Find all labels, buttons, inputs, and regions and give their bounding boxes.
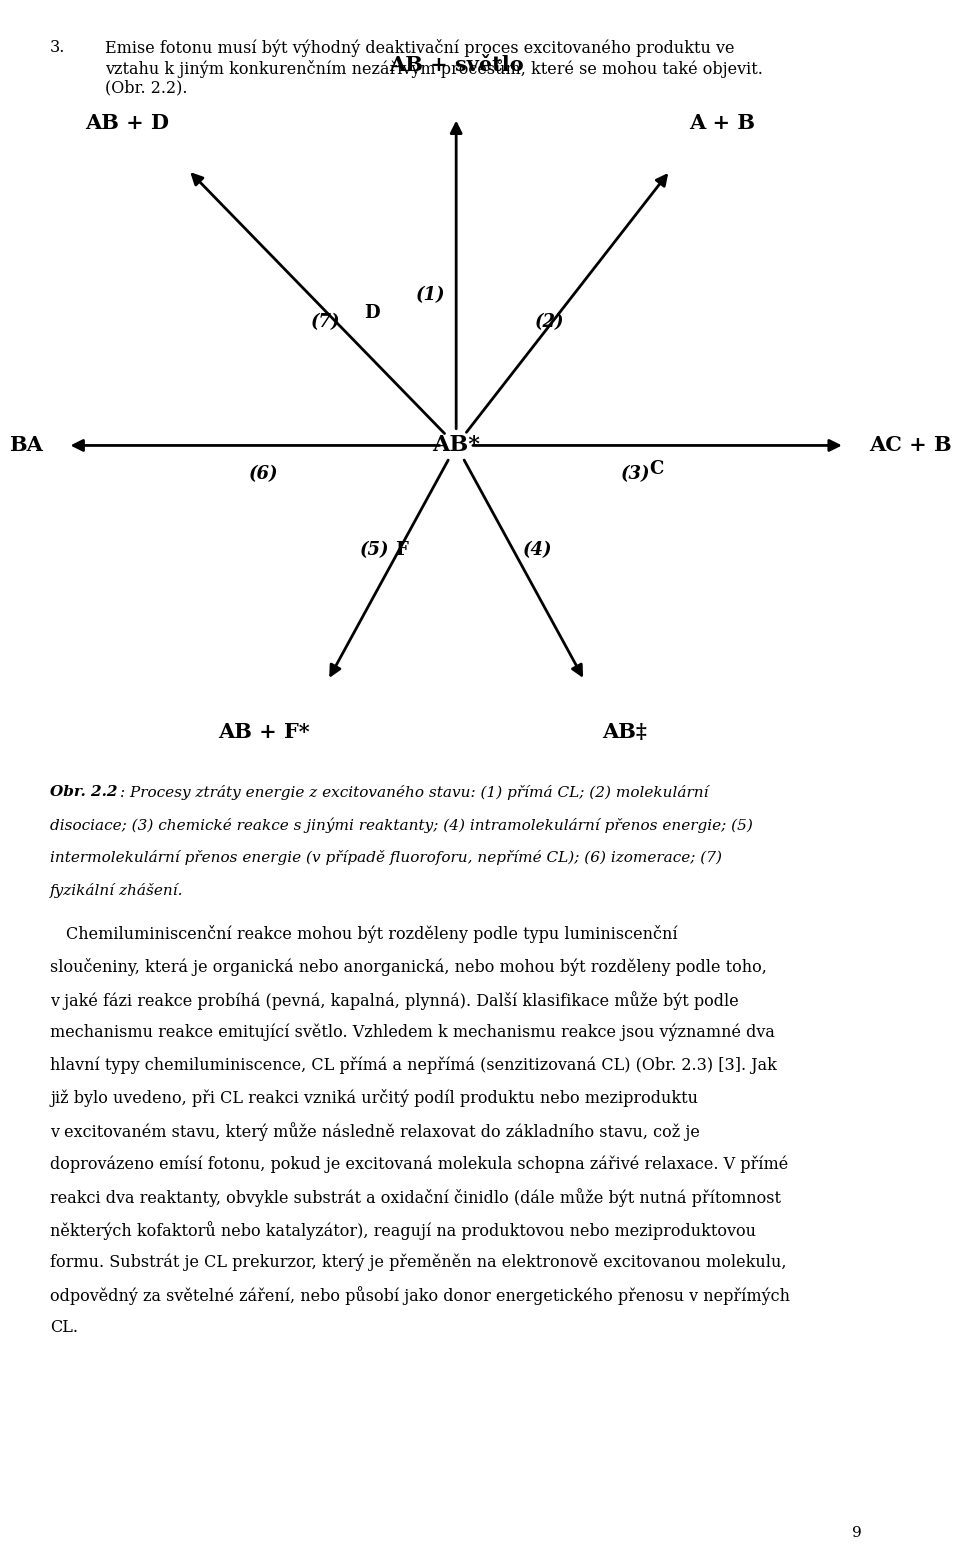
Text: AB‡: AB‡ <box>602 722 647 742</box>
Text: mechanismu reakce emitující světlo. Vzhledem k mechanismu reakce jsou významné d: mechanismu reakce emitující světlo. Vzhl… <box>50 1024 775 1041</box>
Text: 3.: 3. <box>50 39 65 56</box>
Text: (2): (2) <box>535 313 564 331</box>
Text: (4): (4) <box>523 541 553 560</box>
Text: A + B: A + B <box>689 113 755 133</box>
Text: disociace; (3) chemické reakce s jinými reaktanty; (4) intramolekulární přenos e: disociace; (3) chemické reakce s jinými … <box>50 817 753 833</box>
Text: F: F <box>395 541 408 560</box>
Text: reakci dva reaktanty, obvykle substrát a oxidační činidlo (dále může být nutná p: reakci dva reaktanty, obvykle substrát a… <box>50 1188 781 1207</box>
Text: (5): (5) <box>360 541 389 560</box>
Text: již bylo uvedeno, při CL reakci vzniká určitý podíl produktu nebo meziproduktu: již bylo uvedeno, při CL reakci vzniká u… <box>50 1089 698 1108</box>
Text: AC + B: AC + B <box>870 436 952 455</box>
Text: některých kofaktorů nebo katalyzátor), reagují na produktovou nebo meziproduktov: některých kofaktorů nebo katalyzátor), r… <box>50 1221 756 1239</box>
Text: sloučeniny, která je organická nebo anorganická, nebo mohou být rozděleny podle : sloučeniny, která je organická nebo anor… <box>50 958 767 977</box>
Text: formu. Substrát je CL prekurzor, který je přeměněn na elektronově excitovanou mo: formu. Substrát je CL prekurzor, který j… <box>50 1254 786 1271</box>
Text: 9: 9 <box>852 1525 862 1540</box>
Text: intermolekulární přenos energie (v případě fluoroforu, nepřímé CL); (6) izomerac: intermolekulární přenos energie (v přípa… <box>50 850 722 866</box>
Text: AB + D: AB + D <box>84 113 169 133</box>
Text: Obr. 2.2: Obr. 2.2 <box>50 785 118 799</box>
Text: fyzikální zhášení.: fyzikální zhášení. <box>50 883 183 899</box>
Text: (3): (3) <box>621 464 651 483</box>
Text: Chemiluminiscenční reakce mohou být rozděleny podle typu luminiscenční: Chemiluminiscenční reakce mohou být rozd… <box>50 925 678 944</box>
Text: CL.: CL. <box>50 1319 78 1336</box>
Text: AB + F*: AB + F* <box>219 722 310 742</box>
Text: odpovědný za světelné záření, nebo působí jako donor energetického přenosu v nep: odpovědný za světelné záření, nebo působ… <box>50 1286 790 1305</box>
Text: Emise fotonu musí být výhodný deaktivační proces excitovaného produktu ve: Emise fotonu musí být výhodný deaktivačn… <box>105 39 734 58</box>
Text: (Obr. 2.2).: (Obr. 2.2). <box>105 80 187 97</box>
Text: : Procesy ztráty energie z excitovaného stavu: (1) přímá CL; (2) molekulární: : Procesy ztráty energie z excitovaného … <box>119 785 708 800</box>
Text: (6): (6) <box>249 464 278 483</box>
Text: (1): (1) <box>416 286 445 305</box>
Text: C: C <box>650 460 664 478</box>
Text: doprovázeno emísí fotonu, pokud je excitovaná molekula schopna zářivé relaxace. : doprovázeno emísí fotonu, pokud je excit… <box>50 1155 788 1172</box>
Text: vztahu k jiným konkurenčním nezářivým procesům, které se mohou také objevit.: vztahu k jiným konkurenčním nezářivým pr… <box>105 59 763 78</box>
Text: (7): (7) <box>311 313 341 331</box>
Text: BA: BA <box>9 436 43 455</box>
Text: v excitovaném stavu, který může následně relaxovat do základního stavu, což je: v excitovaném stavu, který může následně… <box>50 1122 700 1141</box>
Text: v jaké fázi reakce probíhá (pevná, kapalná, plynná). Další klasifikace může být : v jaké fázi reakce probíhá (pevná, kapal… <box>50 991 739 1010</box>
Text: D: D <box>365 303 380 322</box>
Text: AB + světlo: AB + světlo <box>389 55 523 75</box>
Text: AB*: AB* <box>432 435 480 456</box>
Text: hlavní typy chemiluminiscence, CL přímá a nepřímá (senzitizovaná CL) (Obr. 2.3) : hlavní typy chemiluminiscence, CL přímá … <box>50 1057 777 1074</box>
